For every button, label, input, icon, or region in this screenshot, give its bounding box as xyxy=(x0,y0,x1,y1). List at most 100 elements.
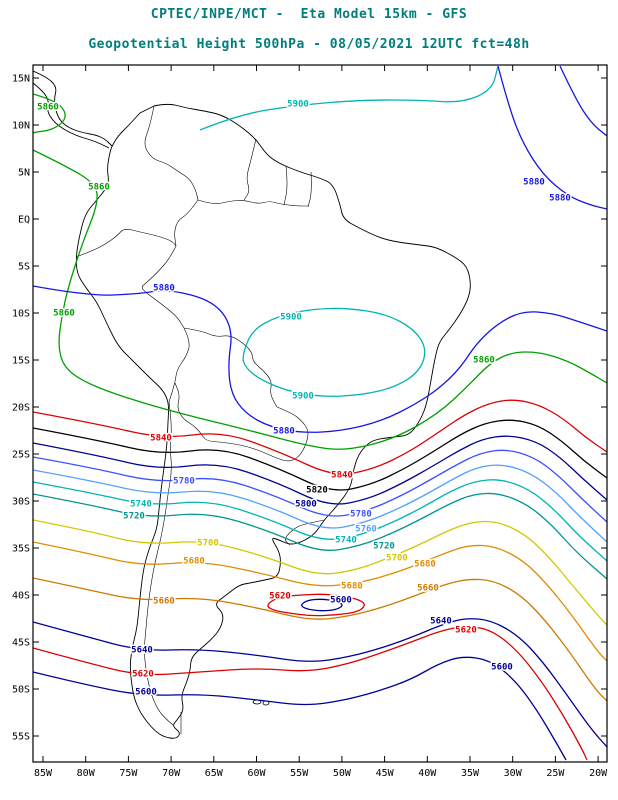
contour-line-5760-11 xyxy=(33,464,607,543)
lat-label-30S: 30S xyxy=(12,497,30,508)
contour-line-5780-10 xyxy=(33,449,607,523)
country-border-5 xyxy=(75,228,177,258)
contour-label-5740-12-1: 5740 xyxy=(335,536,357,546)
contour-line-5820-8 xyxy=(33,419,607,491)
contour-label-5640-17-0: 5640 xyxy=(131,646,153,656)
contour-label-5720-13-0: 5720 xyxy=(123,512,145,522)
country-border-3 xyxy=(283,165,288,206)
contour-label-5820-8-0: 5820 xyxy=(306,486,328,496)
country-border-6 xyxy=(174,199,199,247)
contour-label-5860-3-0: 5860 xyxy=(37,103,59,113)
contour-label-5900-0-0: 5900 xyxy=(287,100,309,110)
lon-label-35W: 35W xyxy=(461,768,480,779)
country-border-10 xyxy=(174,382,309,462)
contour-line-5840-7 xyxy=(33,399,607,475)
coastline-south-america xyxy=(75,103,471,739)
contour-label-5840-7-0: 5840 xyxy=(150,434,172,444)
contour-label-5880-1-0: 5880 xyxy=(523,178,545,188)
contour-label-5740-12-0: 5740 xyxy=(130,500,152,510)
lon-label-85W: 85W xyxy=(34,768,53,779)
basemap-layer xyxy=(33,70,471,739)
contour-line-5880-5 xyxy=(33,285,607,433)
contour-line-5900-0 xyxy=(199,65,499,131)
lon-label-65W: 65W xyxy=(205,768,224,779)
contour-line-5880-1 xyxy=(497,65,607,210)
lon-label-75W: 75W xyxy=(119,768,138,779)
map-frame xyxy=(32,64,608,763)
country-border-12 xyxy=(285,519,325,546)
lon-label-50W: 50W xyxy=(333,768,352,779)
contour-label-5900-6-1: 5900 xyxy=(292,392,314,402)
lat-label-45S: 45S xyxy=(12,638,30,649)
lat-label-50S: 50S xyxy=(12,685,30,696)
lat-label-55S: 55S xyxy=(12,732,30,743)
contour-line-5880-2 xyxy=(559,65,607,137)
lat-label-10N: 10N xyxy=(12,121,30,132)
contour-label-5860-4-0: 5860 xyxy=(88,183,110,193)
contour-label-5640-17-1: 5640 xyxy=(430,617,452,627)
lon-label-20W: 20W xyxy=(589,768,608,779)
country-border-7 xyxy=(141,245,185,329)
country-border-8 xyxy=(168,327,190,403)
contour-label-5620-18-0: 5620 xyxy=(132,670,154,680)
lon-label-70W: 70W xyxy=(162,768,181,779)
contour-line-5600-21 xyxy=(301,598,343,612)
contour-line-5740-12 xyxy=(33,479,607,562)
contour-line-5680-15 xyxy=(33,541,607,662)
contour-label-5600-19-1: 5600 xyxy=(491,663,513,673)
contour-label-5600-21-0: 5600 xyxy=(330,596,352,606)
contour-label-5680-15-0: 5680 xyxy=(183,557,205,567)
lon-label-45W: 45W xyxy=(376,768,395,779)
contour-label-5760-11-0: 5760 xyxy=(355,525,377,535)
contour-label-5620-18-1: 5620 xyxy=(455,626,477,636)
contour-label-5860-4-2: 5860 xyxy=(473,356,495,366)
lat-label-5S: 5S xyxy=(18,262,30,273)
lon-label-40W: 40W xyxy=(418,768,437,779)
contour-line-5860-4 xyxy=(33,149,607,450)
contour-label-5680-15-1: 5680 xyxy=(341,582,363,592)
country-border-1 xyxy=(197,199,308,207)
lat-label-10S: 10S xyxy=(12,309,30,320)
contour-line-5720-13 xyxy=(33,492,607,580)
contour-label-5900-6-0: 5900 xyxy=(280,313,302,323)
contour-label-5860-4-1: 5860 xyxy=(53,309,75,319)
contour-label-5880-1-1: 5880 xyxy=(549,194,571,204)
contour-label-5600-19-0: 5600 xyxy=(135,688,157,698)
chart-title-line2: Geopotential Height 500hPa - 08/05/2021 … xyxy=(88,37,530,52)
contour-label-5720-13-1: 5720 xyxy=(373,542,395,552)
contour-label-5800-9-0: 5800 xyxy=(295,500,317,510)
contour-label-5660-16-1: 5660 xyxy=(417,584,439,594)
country-border-2 xyxy=(243,138,257,201)
country-border-9 xyxy=(183,327,278,408)
contour-label-5840-7-1: 5840 xyxy=(331,471,353,481)
contour-label-5780-10-0: 5780 xyxy=(173,477,195,487)
contour-label-5780-10-1: 5780 xyxy=(350,510,372,520)
contour-label-layer: 5900 5880 5880 5860 5860 5860 5860 5880 5880 5900… xyxy=(36,98,573,699)
contour-layer xyxy=(33,65,607,761)
contour-line-5900-6 xyxy=(242,307,426,397)
lat-label-15S: 15S xyxy=(12,356,30,367)
contour-line-5860-3 xyxy=(33,93,66,134)
contour-label-5700-14-0: 5700 xyxy=(197,539,219,549)
lon-label-30W: 30W xyxy=(504,768,523,779)
lat-label-25S: 25S xyxy=(12,450,30,461)
coastline-central-america-1 xyxy=(33,82,110,149)
contour-label-5680-15-2: 5680 xyxy=(414,560,436,570)
axis-layer: 15N 10N 5N EQ 5S 10S 15S 20S 25S 30S 35S 40S 45S 50S 5… xyxy=(12,65,608,779)
lat-label-20S: 20S xyxy=(12,403,30,414)
lat-label-40S: 40S xyxy=(12,591,30,602)
chart-title-line1: CPTEC/INPE/MCT - Eta Model 15km - GFS xyxy=(150,7,468,22)
lon-label-25W: 25W xyxy=(546,768,565,779)
lat-label-15N: 15N xyxy=(12,74,30,85)
contour-label-5700-14-1: 5700 xyxy=(386,554,408,564)
contour-line-5600-19 xyxy=(33,656,567,761)
lat-label-35S: 35S xyxy=(12,544,30,555)
contour-line-5700-14 xyxy=(33,519,607,626)
lat-label-5N: 5N xyxy=(18,168,30,179)
contour-line-5640-17 xyxy=(33,618,607,748)
lon-label-55W: 55W xyxy=(290,768,309,779)
contour-label-5660-16-0: 5660 xyxy=(153,597,175,607)
country-border-0 xyxy=(144,105,199,201)
